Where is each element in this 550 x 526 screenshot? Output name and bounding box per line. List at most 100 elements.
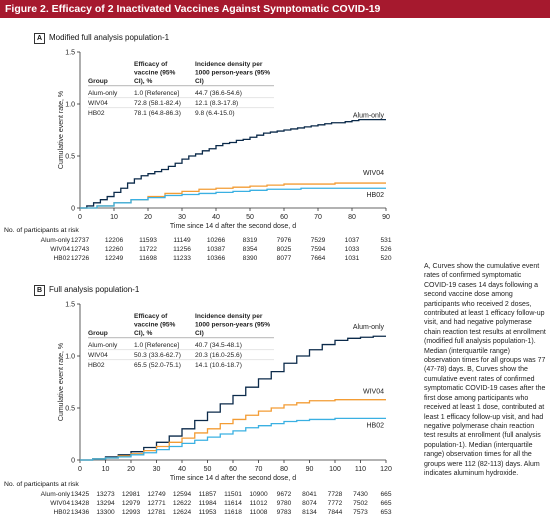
table-cell: WIV04 xyxy=(88,352,108,359)
risk-value: 12622 xyxy=(173,500,192,507)
risk-value: 526 xyxy=(380,246,391,253)
risk-value: 11233 xyxy=(173,255,191,262)
risk-value: 7772 xyxy=(328,500,343,507)
y-tick-label: 0.5 xyxy=(65,154,75,161)
risk-value: 9672 xyxy=(277,491,292,498)
table-header-incidence: 1000 person-years (95% xyxy=(195,69,270,76)
x-tick-label: 50 xyxy=(204,466,212,473)
series-line-alum-only xyxy=(80,335,386,461)
risk-value: 13273 xyxy=(96,491,115,498)
table-cell: 9.8 (6.4-15.0) xyxy=(195,110,235,117)
risk-value: 8390 xyxy=(243,255,258,262)
x-tick-label: 70 xyxy=(314,214,322,221)
risk-value: 8134 xyxy=(302,509,317,516)
risk-value: 8041 xyxy=(302,491,317,498)
risk-value: 11149 xyxy=(173,237,191,244)
table-header-group: Group xyxy=(88,78,108,85)
table-header-incidence: CI) xyxy=(195,78,204,85)
risk-value: 11984 xyxy=(199,500,217,507)
table-cell: 78.1 (64.8-86.3) xyxy=(134,110,181,117)
x-tick-label: 100 xyxy=(329,466,341,473)
risk-value: 10900 xyxy=(249,491,268,498)
risk-value: 12206 xyxy=(105,237,124,244)
risk-value: 12749 xyxy=(147,491,166,498)
risk-group-label: WIV04 xyxy=(50,500,70,507)
x-tick-label: 80 xyxy=(280,466,288,473)
x-tick-label: 90 xyxy=(306,466,314,473)
risk-value: 12737 xyxy=(71,237,90,244)
risk-value: 11722 xyxy=(139,246,157,253)
table-cell: WIV04 xyxy=(88,100,108,107)
x-tick-label: 60 xyxy=(229,466,237,473)
series-label: HB02 xyxy=(366,422,384,429)
risk-value: 12981 xyxy=(122,491,141,498)
series-label: Alum-only xyxy=(353,324,385,331)
risk-value: 653 xyxy=(380,509,391,516)
x-tick-label: 120 xyxy=(380,466,392,473)
risk-value: 665 xyxy=(380,500,391,507)
table-header-incidence: Incidence density per xyxy=(195,313,263,320)
risk-value: 8354 xyxy=(243,246,258,253)
table-cell: 1.0 [Reference] xyxy=(134,90,179,97)
risk-value: 12743 xyxy=(71,246,90,253)
risk-value: 10387 xyxy=(207,246,226,253)
risk-value: 8319 xyxy=(243,237,258,244)
risk-value: 12594 xyxy=(173,491,192,498)
x-tick-label: 30 xyxy=(153,466,161,473)
series-line-wiv04 xyxy=(80,399,386,461)
risk-value: 11008 xyxy=(250,509,268,516)
table-header-efficacy: vaccine (95% xyxy=(134,69,176,76)
panel-a-title: Modified full analysis population-1 xyxy=(49,33,170,42)
risk-value: 520 xyxy=(380,255,391,262)
risk-value: 11501 xyxy=(224,491,242,498)
x-tick-label: 10 xyxy=(102,466,110,473)
panel-b-chart: 0 0.5 1.0 1.5 0 10 20 30 40 50 60 70 80 90 100 110 120 Ti… xyxy=(4,302,392,517)
risk-value: 665 xyxy=(380,491,391,498)
risk-value: 12249 xyxy=(105,255,124,262)
x-axis-title: Time since 14 d after the second dose, d xyxy=(170,223,296,230)
series-label: WIV04 xyxy=(363,389,384,396)
figure-title: Figure 2. Efficacy of 2 Inactivated Vacc… xyxy=(0,0,550,18)
x-tick-label: 70 xyxy=(255,466,263,473)
y-tick-label: 0 xyxy=(71,206,75,213)
risk-group-label: HB02 xyxy=(54,509,71,516)
table-cell: 1.0 [Reference] xyxy=(134,342,179,349)
risk-value: 7976 xyxy=(277,237,292,244)
risk-value: 8074 xyxy=(302,500,317,507)
risk-value: 7573 xyxy=(353,509,368,516)
risk-value: 11857 xyxy=(199,491,217,498)
table-cell: 65.5 (52.0-75.1) xyxy=(134,362,181,369)
risk-value: 531 xyxy=(380,237,391,244)
series-line-wiv04 xyxy=(80,182,386,209)
table-cell: 72.8 (58.1-82.4) xyxy=(134,100,181,107)
series-line-hb02 xyxy=(80,417,386,461)
table-cell: 40.7 (34.5-48.1) xyxy=(195,342,242,349)
table-header-incidence: CI) xyxy=(195,330,204,337)
risk-group-label: HB02 xyxy=(54,255,71,262)
risk-value: 8077 xyxy=(277,255,292,262)
risk-value: 1037 xyxy=(345,237,360,244)
y-axis-title: Cumulative event rate, % xyxy=(58,343,65,421)
risk-value: 11614 xyxy=(224,500,242,507)
risk-value: 11618 xyxy=(224,509,242,516)
panel-b-label: B Full analysis population-1 xyxy=(34,285,139,296)
y-tick-label: 0.5 xyxy=(65,406,75,413)
x-tick-label: 20 xyxy=(144,214,152,221)
x-tick-label: 0 xyxy=(78,214,82,221)
x-tick-label: 40 xyxy=(178,466,186,473)
table-header-efficacy: Efficacy of xyxy=(134,313,168,320)
y-tick-label: 0 xyxy=(71,458,75,465)
risk-value: 12781 xyxy=(147,509,166,516)
series-label: WIV04 xyxy=(363,170,384,177)
x-axis-title: Time since 14 d after the second dose, d xyxy=(170,475,296,482)
series-label: HB02 xyxy=(366,192,384,199)
table-cell: 20.3 (16.0-25.6) xyxy=(195,352,242,359)
panel-a-label: A Modified full analysis population-1 xyxy=(34,33,169,44)
table-cell: 44.7 (36.6-54.6) xyxy=(195,90,242,97)
risk-table-title: No. of participants at risk xyxy=(4,227,79,234)
x-tick-label: 30 xyxy=(178,214,186,221)
risk-value: 9780 xyxy=(277,500,292,507)
table-header-incidence: 1000 person-years (95% xyxy=(195,321,270,328)
x-tick-label: 80 xyxy=(348,214,356,221)
panel-a-chart: 0 0.5 1.0 1.5 0 10 20 30 40 50 60 70 80 90 Time since … xyxy=(4,50,392,263)
